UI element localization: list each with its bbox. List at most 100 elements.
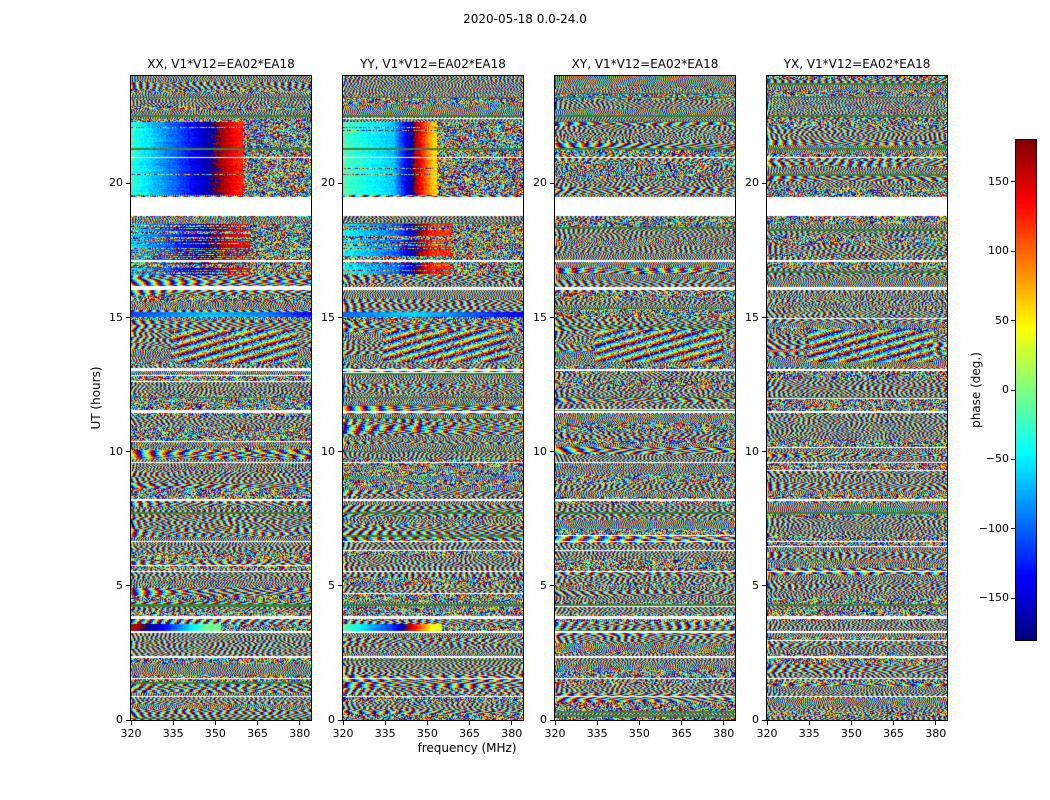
y-axis-label: UT (hours)	[89, 366, 103, 430]
y-tick	[126, 451, 130, 453]
x-tick-label: 320	[332, 727, 354, 740]
y-tick-label: 0	[540, 713, 547, 726]
x-tick-label: 365	[247, 727, 269, 740]
y-tick	[550, 719, 554, 721]
x-tick	[469, 721, 471, 725]
y-tick	[762, 585, 766, 587]
x-tick	[808, 721, 810, 725]
y-tick	[762, 451, 766, 453]
y-tick-label: 10	[109, 444, 123, 458]
colorbar-tick	[1011, 389, 1015, 391]
phase-heatmap-YX	[767, 76, 947, 720]
x-tick-label: 320	[756, 727, 778, 740]
y-tick	[550, 451, 554, 453]
y-tick-label: 15	[109, 310, 123, 324]
x-axis-label: frequency (MHz)	[417, 741, 517, 755]
colorbar	[1015, 139, 1037, 641]
y-tick	[338, 719, 342, 721]
x-tick	[723, 721, 725, 725]
colorbar-tick-label: 100	[988, 244, 1009, 258]
phase-heatmap-XY	[555, 76, 735, 720]
y-tick-label: 0	[328, 713, 335, 726]
y-tick-label: 20	[321, 176, 335, 190]
x-tick	[766, 721, 768, 725]
y-tick	[338, 585, 342, 587]
y-tick	[126, 182, 130, 184]
y-tick	[762, 317, 766, 318]
colorbar-tick-label: −50	[985, 452, 1009, 466]
panel-YY	[342, 75, 524, 721]
x-tick-label: 350	[416, 727, 438, 740]
y-tick	[550, 182, 554, 184]
x-tick	[850, 721, 852, 725]
y-tick-label: 5	[752, 578, 759, 592]
panel-title-YY: YY, V1*V12=EA02*EA18	[360, 57, 506, 71]
x-tick-label: 365	[459, 727, 481, 740]
y-tick	[338, 182, 342, 184]
x-tick-label: 365	[671, 727, 693, 740]
y-tick	[550, 317, 554, 318]
x-tick	[130, 721, 132, 725]
x-tick	[893, 721, 895, 725]
x-tick	[596, 721, 598, 725]
colorbar-gradient	[1016, 140, 1036, 640]
y-tick-label: 20	[745, 176, 759, 190]
x-tick-label: 335	[374, 727, 396, 740]
x-tick-label: 335	[586, 727, 608, 740]
figure-title: 2020-05-18 0.0-24.0	[463, 12, 587, 26]
y-tick-label: 5	[116, 578, 123, 592]
y-tick-label: 15	[533, 310, 547, 324]
y-tick	[338, 451, 342, 453]
panel-title-XY: XY, V1*V12=EA02*EA18	[571, 57, 719, 71]
y-tick-label: 0	[116, 713, 123, 726]
colorbar-tick-label: −100	[978, 521, 1009, 535]
x-tick	[172, 721, 174, 725]
colorbar-tick	[1011, 181, 1015, 183]
x-tick-label: 380	[713, 727, 735, 740]
y-tick-label: 10	[745, 444, 759, 458]
y-tick	[126, 585, 130, 587]
y-tick	[338, 317, 342, 318]
x-tick-label: 350	[840, 727, 862, 740]
colorbar-tick	[1011, 250, 1015, 252]
phase-heatmap-YY	[343, 76, 523, 720]
x-tick-label: 335	[162, 727, 184, 740]
colorbar-tick	[1011, 597, 1015, 599]
colorbar-tick-label: 0	[1002, 383, 1009, 396]
colorbar-tick	[1011, 528, 1015, 530]
panel-YX	[766, 75, 948, 721]
colorbar-tick	[1011, 320, 1015, 322]
colorbar-tick-label: −150	[978, 591, 1009, 605]
x-tick-label: 350	[628, 727, 650, 740]
x-tick	[257, 721, 259, 725]
x-tick	[299, 721, 301, 725]
x-tick	[935, 721, 937, 725]
x-tick	[511, 721, 513, 725]
y-tick-label: 15	[321, 310, 335, 324]
colorbar-tick-label: 150	[988, 174, 1009, 188]
y-tick-label: 15	[745, 310, 759, 324]
x-tick-label: 380	[289, 727, 311, 740]
y-tick-label: 20	[109, 176, 123, 190]
x-tick	[214, 721, 216, 725]
x-tick	[554, 721, 556, 725]
colorbar-tick-label: 50	[995, 313, 1009, 327]
x-tick-label: 350	[204, 727, 226, 740]
panel-title-XX: XX, V1*V12=EA02*EA18	[147, 57, 295, 71]
y-tick-label: 10	[321, 444, 335, 458]
x-tick	[342, 721, 344, 725]
y-tick	[762, 182, 766, 184]
x-tick	[426, 721, 428, 725]
panel-title-YX: YX, V1*V12=EA02*EA18	[783, 57, 931, 71]
panel-XX	[130, 75, 312, 721]
y-tick	[126, 719, 130, 721]
x-tick	[384, 721, 386, 725]
panel-XY	[554, 75, 736, 721]
x-tick-label: 320	[120, 727, 142, 740]
x-tick-label: 320	[544, 727, 566, 740]
x-tick-label: 335	[798, 727, 820, 740]
y-tick-label: 0	[752, 713, 759, 726]
x-tick-label: 380	[501, 727, 523, 740]
x-tick	[638, 721, 640, 725]
